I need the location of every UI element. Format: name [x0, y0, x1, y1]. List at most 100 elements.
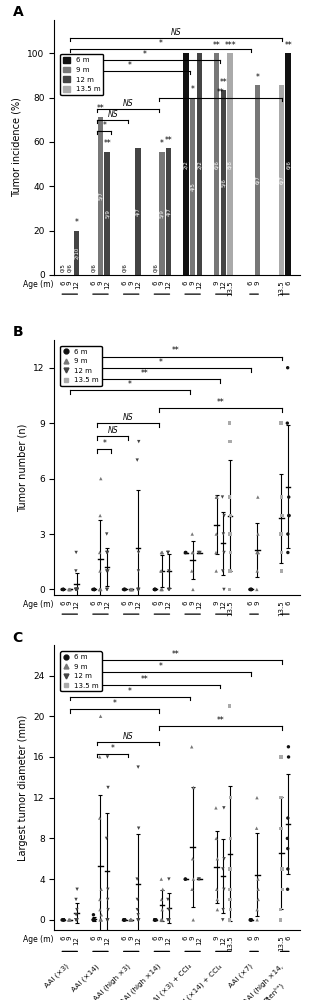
- Point: [280, 881, 285, 897]
- Point: [285, 360, 290, 376]
- Text: 9: 9: [214, 936, 220, 940]
- Point: [159, 563, 164, 579]
- Point: [97, 902, 102, 918]
- Point: [128, 912, 133, 928]
- Point: [256, 881, 261, 897]
- Text: 6/6: 6/6: [214, 160, 219, 169]
- Text: 9: 9: [159, 600, 165, 605]
- Text: **: **: [284, 41, 292, 50]
- Text: AAI (×3): AAI (×3): [43, 963, 70, 989]
- Text: *: *: [75, 218, 78, 227]
- Point: [74, 902, 79, 918]
- Point: [255, 526, 260, 542]
- Text: 12: 12: [135, 936, 141, 945]
- Point: [74, 912, 79, 928]
- Text: 2/2: 2/2: [183, 160, 188, 169]
- Point: [279, 749, 284, 765]
- Text: Age (m): Age (m): [23, 600, 53, 609]
- Point: [136, 581, 141, 597]
- Text: 13.5: 13.5: [227, 600, 233, 616]
- Text: *: *: [191, 85, 195, 94]
- Bar: [159, 152, 165, 275]
- Point: [152, 912, 157, 928]
- Text: **: **: [216, 88, 224, 97]
- Point: [61, 912, 66, 928]
- Point: [160, 881, 165, 897]
- Point: [227, 489, 232, 505]
- Point: [128, 581, 133, 597]
- Text: AAI (×14) + CCl₄: AAI (×14) + CCl₄: [175, 963, 223, 1000]
- Point: [285, 415, 290, 431]
- Point: [254, 581, 259, 597]
- Point: [220, 861, 225, 877]
- Point: [99, 881, 104, 897]
- Point: [106, 902, 111, 918]
- Point: [97, 544, 102, 560]
- Point: [248, 581, 253, 597]
- Bar: [135, 148, 141, 275]
- Point: [153, 581, 158, 597]
- Point: [130, 581, 135, 597]
- Point: [183, 871, 188, 887]
- Bar: [190, 98, 195, 275]
- Point: [92, 581, 97, 597]
- Point: [153, 581, 158, 597]
- Point: [228, 830, 233, 846]
- Point: [227, 581, 232, 597]
- Point: [159, 871, 164, 887]
- Point: [135, 581, 140, 597]
- Point: [165, 544, 170, 560]
- Point: [61, 912, 66, 928]
- Text: Ptenᵏᵒ): Ptenᵏᵒ): [262, 981, 285, 1000]
- Point: [215, 891, 220, 907]
- Text: *: *: [158, 358, 162, 367]
- Point: [135, 912, 140, 928]
- Point: [190, 581, 195, 597]
- Text: 6/6: 6/6: [285, 160, 291, 169]
- Point: [154, 912, 159, 928]
- Point: [136, 581, 141, 597]
- Point: [73, 581, 78, 597]
- Point: [73, 912, 78, 928]
- Text: *: *: [158, 39, 162, 48]
- Point: [130, 581, 135, 597]
- Point: [280, 508, 285, 524]
- Point: [189, 563, 194, 579]
- Point: [214, 489, 219, 505]
- Point: [167, 912, 172, 928]
- Point: [61, 912, 66, 928]
- Point: [285, 841, 290, 857]
- Point: [104, 563, 109, 579]
- Text: 5/7: 5/7: [98, 191, 103, 200]
- Bar: [227, 53, 233, 275]
- Text: NS: NS: [123, 99, 133, 108]
- Point: [278, 790, 283, 806]
- Text: 9: 9: [97, 936, 104, 940]
- Text: 13.5: 13.5: [278, 936, 284, 951]
- Point: [92, 581, 97, 597]
- Point: [105, 881, 110, 897]
- Point: [73, 891, 78, 907]
- Text: 6: 6: [285, 600, 291, 605]
- Point: [221, 544, 226, 560]
- Point: [75, 581, 80, 597]
- Point: [248, 912, 253, 928]
- Point: [67, 581, 72, 597]
- Point: [67, 912, 72, 928]
- Point: [220, 902, 225, 918]
- Legend: 6 m, 9 m, 12 m, 13.5 m: 6 m, 9 m, 12 m, 13.5 m: [60, 651, 102, 691]
- Text: 9: 9: [159, 936, 165, 940]
- Point: [98, 581, 103, 597]
- Text: 9: 9: [254, 936, 260, 940]
- Point: [221, 526, 226, 542]
- Point: [129, 581, 134, 597]
- Text: *: *: [143, 50, 147, 59]
- Point: [215, 902, 220, 918]
- Point: [160, 902, 165, 918]
- Point: [73, 912, 78, 928]
- Point: [104, 581, 109, 597]
- Text: 9: 9: [128, 280, 134, 285]
- Text: 9: 9: [67, 280, 73, 285]
- Point: [285, 881, 290, 897]
- Text: 9: 9: [254, 280, 260, 285]
